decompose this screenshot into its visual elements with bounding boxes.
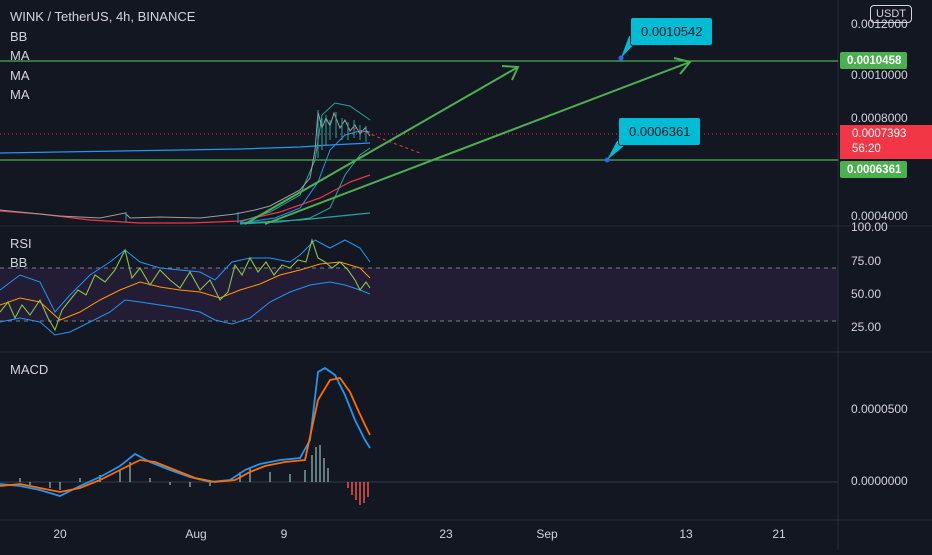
bb-basis-main xyxy=(239,130,371,224)
macd-tick: 0.0000000 xyxy=(851,474,908,488)
signal-line xyxy=(0,377,371,493)
main-legend: WINK / TetherUS, 4h, BINANCE BB MA MA MA xyxy=(10,7,195,105)
callout-lower[interactable]: 0.0006361 xyxy=(618,117,702,146)
indicator-ma-3[interactable]: MA xyxy=(10,87,30,102)
price-tag-current: 0.0007393 xyxy=(852,128,907,140)
currency-badge[interactable]: USDT xyxy=(870,5,912,23)
time-label: 23 xyxy=(439,527,453,541)
price-tag-current-box: 0.0007393 56:20 xyxy=(840,125,932,159)
rsi-label[interactable]: RSI xyxy=(10,236,32,251)
rsi-bb-basis xyxy=(0,261,371,321)
rsi-tick: 100.00 xyxy=(851,220,888,234)
rsi-line xyxy=(0,238,371,332)
rsi-bb-label[interactable]: BB xyxy=(10,255,28,270)
price-tag-support: 0.0006361 xyxy=(840,161,908,178)
symbol-title[interactable]: WINK / TetherUS, 4h, BINANCE xyxy=(10,9,196,24)
macd-tick: 0.0000500 xyxy=(851,402,908,416)
price-tick: 0.0010000 xyxy=(851,68,908,82)
trend-arrow-1 xyxy=(244,66,519,225)
macd-histogram-negative xyxy=(347,482,369,505)
bb-lower-main xyxy=(239,147,371,225)
rsi-tick: 75.00 xyxy=(851,254,882,268)
rsi-bb-lower xyxy=(0,281,371,336)
macd-label[interactable]: MACD xyxy=(10,362,49,377)
projection-dashed xyxy=(354,127,421,154)
ma-line-teal xyxy=(239,212,371,224)
indicator-ma-1[interactable]: MA xyxy=(10,48,30,63)
trend-arrow-2-head xyxy=(673,57,692,75)
candles xyxy=(125,110,367,223)
price-tick: 0.0008000 xyxy=(851,111,908,125)
time-label: 21 xyxy=(772,527,786,541)
trend-arrow-2 xyxy=(264,61,691,225)
trend-arrow-1-head xyxy=(501,65,520,81)
price-tick: 0.0004000 xyxy=(851,209,908,223)
indicator-ma-2[interactable]: MA xyxy=(10,67,30,83)
time-label: Sep xyxy=(536,527,558,541)
ma-line-long xyxy=(0,142,371,154)
callout-upper[interactable]: 0.0010542 xyxy=(630,17,714,46)
macd-line xyxy=(0,366,371,497)
ma-line-red xyxy=(0,174,371,224)
price-tag-resistance: 0.0010458 xyxy=(840,52,908,69)
rsi-tick: 50.00 xyxy=(851,287,882,301)
time-label: 20 xyxy=(53,527,67,541)
rsi-background-band xyxy=(0,268,838,321)
indicator-bb[interactable]: BB xyxy=(10,28,28,44)
rsi-bb-upper xyxy=(0,239,371,313)
macd-histogram xyxy=(19,445,329,490)
time-label: 13 xyxy=(679,527,693,541)
price-series xyxy=(0,111,371,219)
price-tick: 0.0012000 xyxy=(851,17,908,31)
time-label: Aug xyxy=(185,527,207,541)
rsi-tick: 25.00 xyxy=(851,320,882,334)
time-label: 9 xyxy=(280,527,288,541)
countdown-label: 56:20 xyxy=(852,143,881,155)
